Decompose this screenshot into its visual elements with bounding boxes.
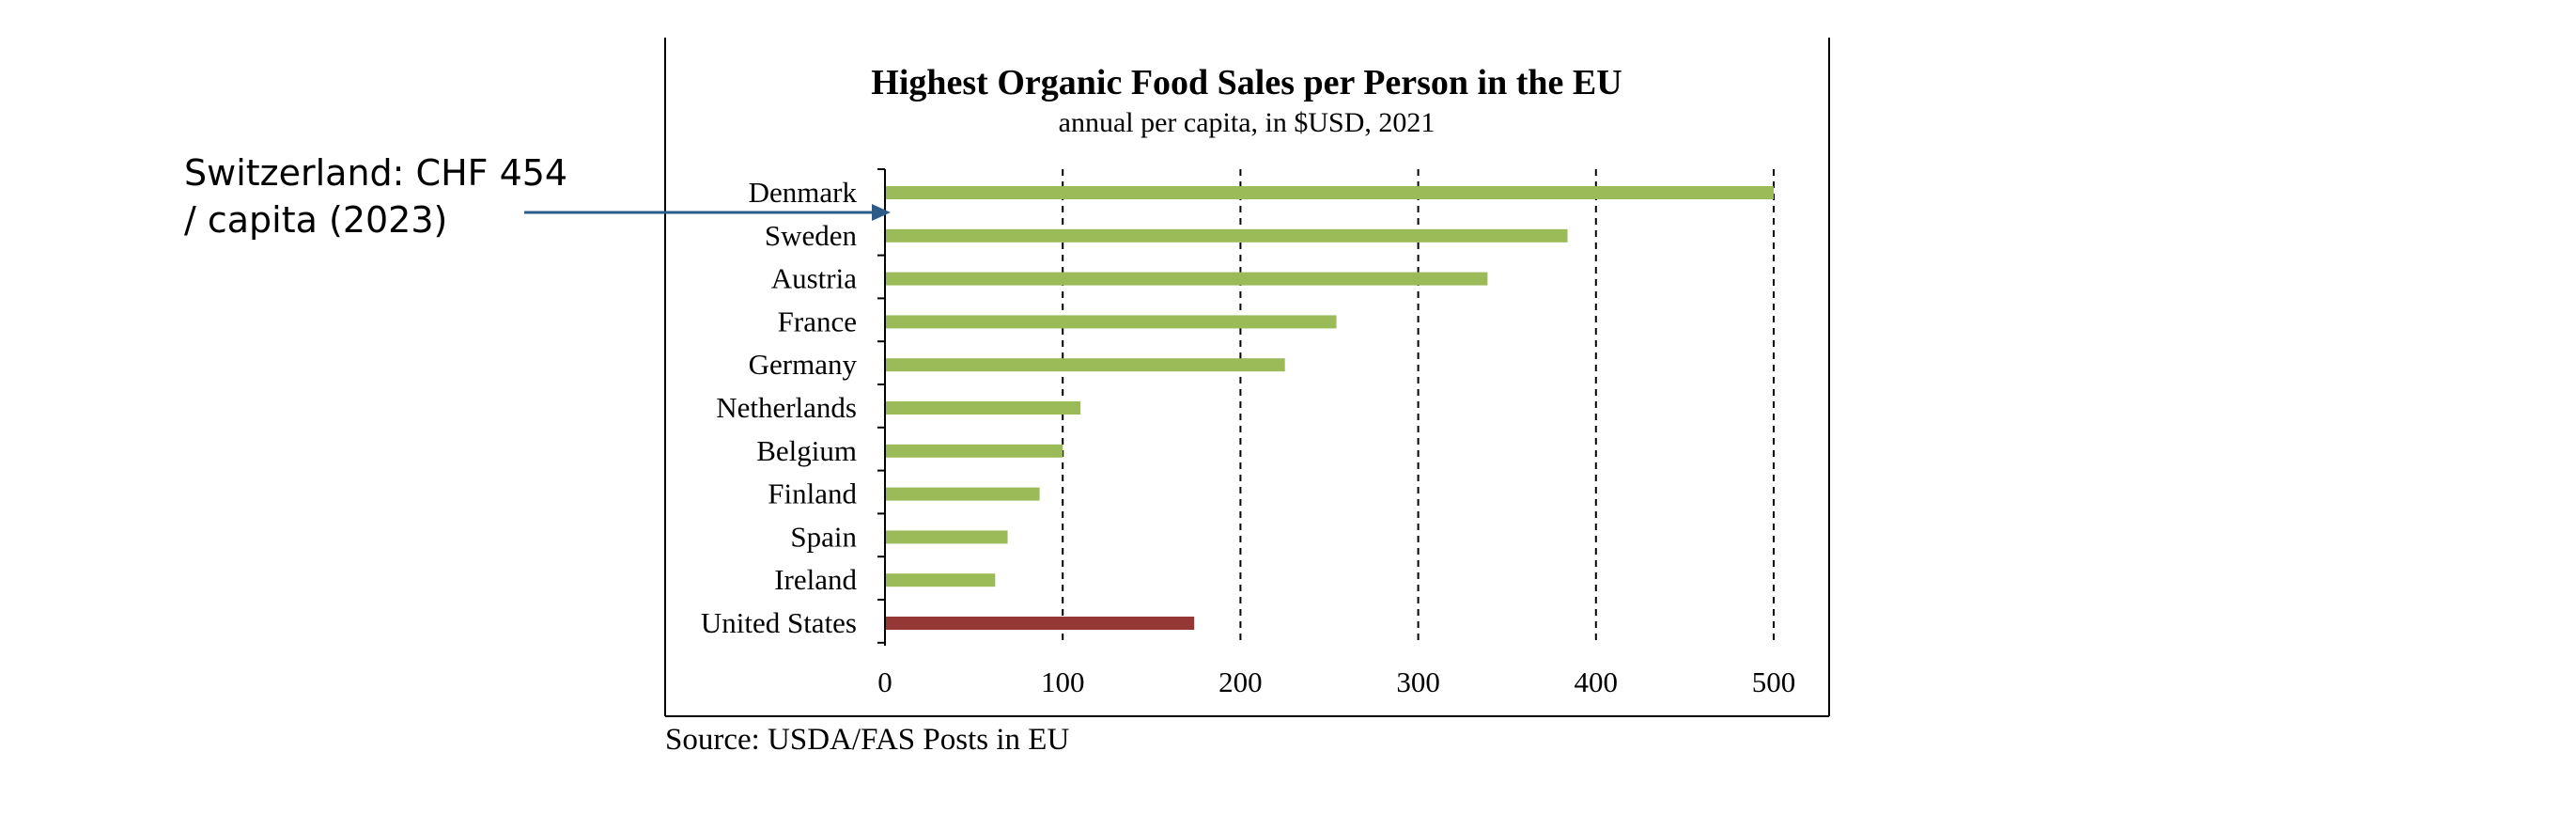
x-tick-label-100: 100 [1041,665,1085,698]
chart-title: Highest Organic Food Sales per Person in… [871,63,1622,102]
bar-denmark [885,186,1774,199]
source-note: Source: USDA/FAS Posts in EU [665,723,1069,757]
bar-spain [885,530,1008,544]
category-labels: Denmark Sweden Austria France Germany Netherl… [701,176,858,639]
category-label-denmark: Denmark [749,176,858,209]
category-label-netherlands: Netherlands [716,391,857,424]
category-label-austria: Austria [771,262,858,295]
annotation-arrow [524,204,891,221]
category-label-sweden: Sweden [765,219,858,252]
y-axis [877,168,886,646]
x-tick-labels: 0 100 200 300 400 500 [877,665,1795,698]
annotation-line-1: Switzerland: CHF 454 [184,152,567,194]
bar-austria [885,272,1488,286]
bar-germany [885,358,1285,372]
category-label-united-states: United States [701,606,857,639]
category-label-ireland: Ireland [774,563,857,596]
bar-belgium [885,444,1063,458]
annotation-arrow-head [872,204,891,221]
bar-france [885,315,1337,329]
x-tick-label-300: 300 [1396,665,1440,698]
x-tick-label-200: 200 [1218,665,1263,698]
bar-finland [885,487,1040,501]
bars [885,186,1774,630]
bar-sweden [885,228,1568,243]
annotation-line-2: / capita (2023) [184,199,447,241]
category-label-belgium: Belgium [756,434,857,467]
bar-netherlands [885,401,1081,415]
category-label-france: France [778,305,857,337]
grid-lines [1062,169,1775,644]
category-label-germany: Germany [749,348,858,381]
category-label-spain: Spain [790,520,857,553]
x-tick-label-500: 500 [1752,665,1796,698]
x-tick-label-400: 400 [1575,665,1619,698]
bar-united-states [885,617,1195,630]
chart-subtitle: annual per capita, in $USD, 2021 [1059,107,1435,138]
bar-ireland [885,573,996,587]
category-label-finland: Finland [768,477,857,510]
x-tick-label-0: 0 [877,665,892,698]
